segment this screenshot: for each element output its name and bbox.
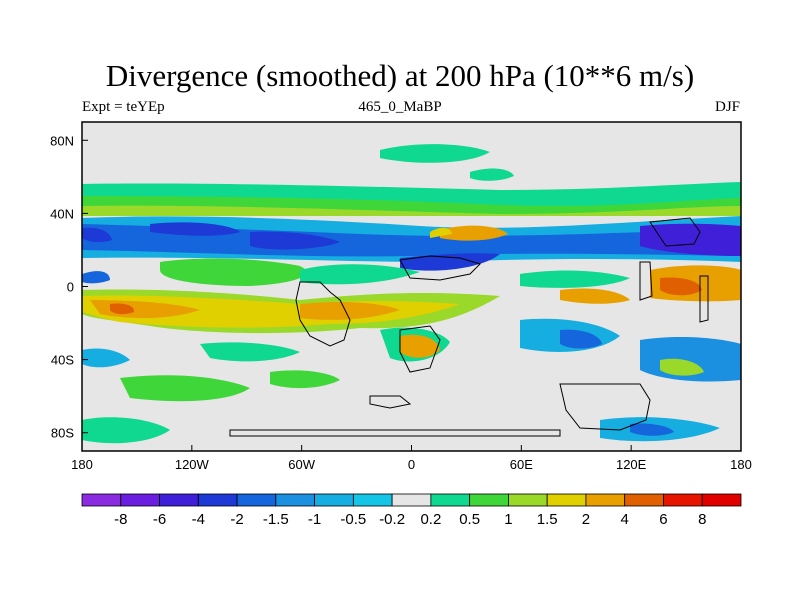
colorbar-label: 0.2 <box>420 511 441 528</box>
coastlines <box>229 217 709 437</box>
colorbar-swatch <box>314 493 354 507</box>
axis-ticks: 180 120W 60W 0 60E 120E 180 80N 40N 0 40S 80S <box>50 133 752 472</box>
colorbar-label: -1 <box>308 511 321 528</box>
colorbar-label: -0.2 <box>379 511 405 528</box>
colorbar-label: -4 <box>192 511 205 528</box>
colorbar-label: 2 <box>582 511 590 528</box>
colorbar-swatch <box>352 493 393 507</box>
x-tick-label: 0 <box>408 457 415 472</box>
colorbar-swatch <box>236 493 277 507</box>
colorbar-swatch <box>120 493 160 507</box>
colorbar-swatch <box>663 493 703 507</box>
x-tick-label: 180 <box>71 457 93 472</box>
colorbar-swatch <box>546 493 587 507</box>
colorbar-swatch <box>469 493 509 507</box>
y-tick-label: 40S <box>51 353 74 368</box>
colorbar-swatch <box>624 493 664 507</box>
colorbar: -8 -6 -4 -2 -1.5 -1 -0.5 -0.2 0.2 0.5 1 1.5 2 4 6 8 <box>81 493 742 528</box>
x-tick-label: 120W <box>175 457 210 472</box>
y-tick-label: 0 <box>67 280 74 295</box>
colorbar-swatch <box>430 493 471 507</box>
colorbar-label: 6 <box>659 511 667 528</box>
colorbar-label: -1.5 <box>263 511 289 528</box>
x-tick-label: 60E <box>510 457 533 472</box>
chart-title: Divergence (smoothed) at 200 hPa (10**6 … <box>105 58 695 93</box>
colorbar-label: 8 <box>698 511 706 528</box>
colorbar-swatch <box>508 493 548 507</box>
colorbar-label: -8 <box>114 511 127 528</box>
colorbar-swatch <box>197 493 238 507</box>
colorbar-label: -0.5 <box>340 511 366 528</box>
colorbar-label: 1.5 <box>537 511 558 528</box>
y-tick-label: 80N <box>50 133 74 148</box>
colorbar-swatch <box>275 493 315 507</box>
colorbar-swatch <box>391 493 432 507</box>
y-tick-label: 80S <box>51 426 74 441</box>
season-label: DJF <box>714 99 740 115</box>
x-tick-label: 60W <box>288 457 315 472</box>
x-tick-label: 120E <box>616 457 647 472</box>
experiment-label: Expt = teYEp <box>82 99 165 115</box>
colorbar-swatch <box>701 493 742 507</box>
colorbar-swatch <box>81 493 122 507</box>
y-tick-label: 40N <box>50 206 74 221</box>
map-field <box>82 122 741 451</box>
colorbar-label: -2 <box>230 511 243 528</box>
colorbar-swatch <box>159 493 199 507</box>
colorbar-label: 1 <box>504 511 512 528</box>
x-tick-label: 180 <box>730 457 752 472</box>
colorbar-label: -6 <box>153 511 166 528</box>
colorbar-label: 4 <box>621 511 629 528</box>
colorbar-swatch <box>585 493 626 507</box>
center-subtitle: 465_0_MaBP <box>358 99 442 115</box>
colorbar-label: 0.5 <box>459 511 480 528</box>
